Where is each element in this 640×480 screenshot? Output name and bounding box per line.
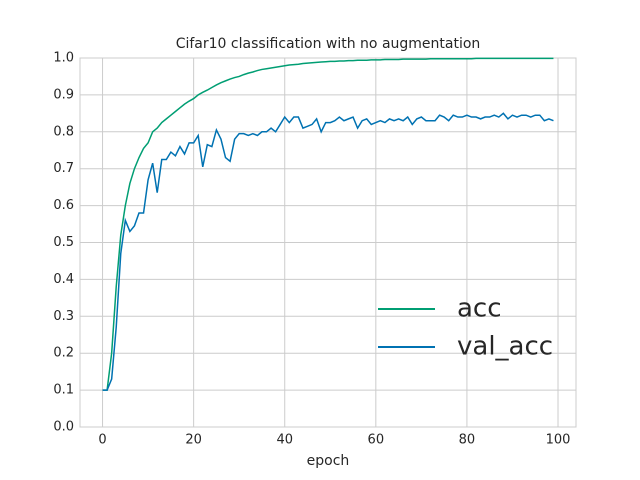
x-tick-label: 100 (546, 433, 571, 448)
x-tick-label: 40 (276, 433, 293, 448)
x-tick-label: 80 (459, 433, 476, 448)
y-tick-label: 0.8 (53, 124, 74, 139)
legend-label: val_acc (457, 332, 553, 362)
x-tick-label: 60 (368, 433, 385, 448)
y-tick-label: 0.7 (53, 161, 74, 176)
y-tick-label: 0.2 (53, 346, 74, 361)
y-tick-label: 0.4 (53, 272, 74, 287)
y-tick-label: 0.6 (53, 198, 74, 213)
x-axis-label: epoch (307, 453, 350, 469)
y-tick-label: 0.5 (53, 235, 74, 250)
x-tick-label: 20 (185, 433, 202, 448)
y-tick-label: 0.3 (53, 309, 74, 324)
data-line (102, 57, 554, 391)
y-tick-label: 0.9 (53, 87, 74, 102)
y-tick-label: 0.0 (53, 420, 74, 435)
y-tick-label: 0.1 (53, 383, 74, 398)
x-tick-label: 0 (98, 433, 106, 448)
data-line (102, 112, 554, 391)
legend-label: acc (457, 294, 502, 324)
chart-title: Cifar10 classification with no augmentat… (176, 36, 481, 52)
y-tick-label: 1.0 (53, 51, 74, 66)
